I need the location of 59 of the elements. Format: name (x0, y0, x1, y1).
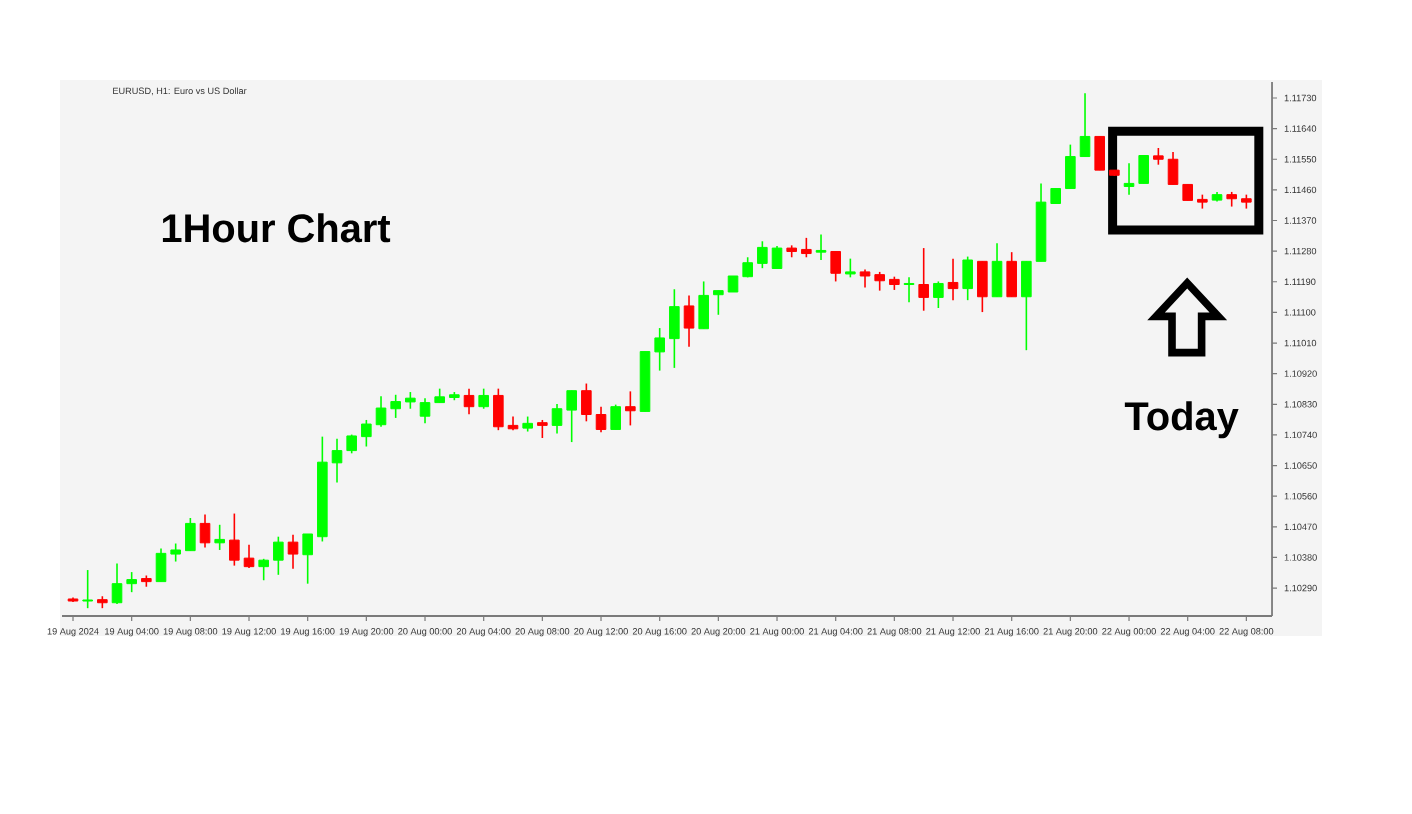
annotation: Today (1124, 401, 1239, 439)
candlestick (771, 245, 783, 270)
candlestick (581, 382, 592, 423)
candlestick (463, 387, 475, 415)
candlestick (683, 294, 695, 348)
candlestick (1094, 135, 1105, 171)
candlestick (155, 547, 167, 583)
candlestick (801, 237, 812, 259)
candlestick (1006, 251, 1017, 298)
candlestick (111, 562, 123, 605)
candlestick (595, 405, 607, 434)
candlestick (1167, 151, 1179, 186)
candlestick (287, 533, 299, 570)
candlestick (918, 247, 929, 312)
candlestick (390, 393, 401, 419)
candlestick (1021, 260, 1032, 351)
candlestick (815, 233, 827, 261)
candlestick (214, 523, 225, 551)
candlestick (1123, 162, 1135, 196)
candlestick (713, 289, 724, 316)
candlestick (185, 517, 196, 552)
candlestick (903, 276, 915, 303)
candlestick (493, 387, 504, 431)
candlestick (537, 419, 548, 439)
candlestick (830, 250, 841, 283)
candlestick (331, 437, 343, 484)
candlestick (243, 544, 255, 569)
candlestick (977, 260, 988, 313)
candlestick (1138, 155, 1149, 184)
candlestick (566, 389, 577, 443)
candlestick (82, 569, 93, 609)
candlestick (170, 542, 181, 563)
candlestick (302, 533, 313, 585)
candlestick (126, 571, 137, 593)
text: 1Hour Chart (162, 213, 391, 243)
candlestick (933, 280, 944, 309)
candlestick (375, 395, 387, 428)
candlestick (551, 403, 563, 435)
candlestick (757, 240, 768, 269)
candlestick (1079, 92, 1091, 158)
candlestick (478, 387, 489, 410)
candlestick (610, 403, 621, 431)
candlestick (229, 512, 240, 567)
candlestick (874, 271, 885, 292)
candlestick (698, 280, 709, 330)
candlestick (361, 419, 372, 448)
candlestick (419, 397, 431, 425)
candlestick (947, 257, 959, 301)
candlestick (258, 558, 269, 582)
candlestick (199, 513, 211, 549)
candlestick (273, 535, 284, 576)
candlestick (962, 255, 973, 301)
candlestick (669, 288, 680, 369)
candlestick (845, 257, 856, 279)
candlestick (1065, 143, 1076, 190)
candlestick (654, 327, 665, 372)
candlestick (991, 242, 1003, 298)
candlestick (859, 268, 871, 289)
candlestick (625, 390, 636, 427)
